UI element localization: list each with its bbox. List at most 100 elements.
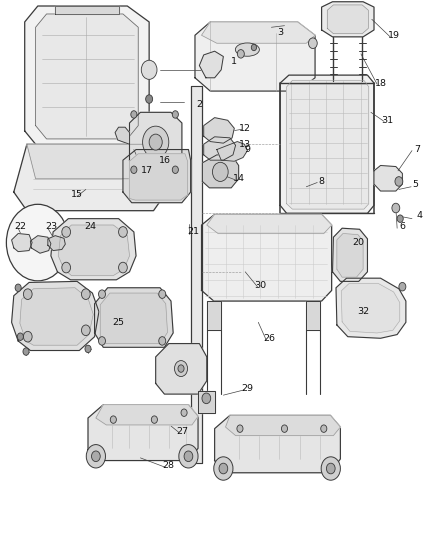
Polygon shape	[130, 154, 187, 200]
Text: 3: 3	[277, 28, 283, 37]
Circle shape	[172, 111, 178, 118]
Text: 9: 9	[244, 145, 251, 154]
Circle shape	[146, 95, 152, 103]
Polygon shape	[341, 284, 400, 333]
Text: 13: 13	[239, 140, 251, 149]
Polygon shape	[155, 344, 207, 394]
Circle shape	[131, 166, 137, 173]
Text: 15: 15	[71, 190, 83, 199]
Polygon shape	[12, 233, 32, 252]
Circle shape	[392, 203, 400, 213]
Text: 8: 8	[318, 177, 325, 186]
Polygon shape	[12, 281, 99, 351]
Text: 12: 12	[239, 124, 251, 133]
Circle shape	[159, 337, 166, 345]
Circle shape	[321, 457, 340, 480]
Text: 19: 19	[388, 31, 399, 40]
Circle shape	[397, 215, 403, 222]
Text: 2: 2	[196, 100, 202, 109]
Text: 30: 30	[254, 280, 267, 289]
Circle shape	[181, 409, 187, 416]
Polygon shape	[51, 219, 136, 280]
Circle shape	[282, 425, 288, 432]
Polygon shape	[336, 278, 406, 338]
Circle shape	[212, 163, 228, 181]
Text: 28: 28	[163, 462, 175, 470]
Polygon shape	[191, 86, 201, 463]
Circle shape	[110, 416, 117, 423]
Text: 7: 7	[415, 145, 420, 154]
Polygon shape	[88, 405, 198, 461]
Circle shape	[184, 451, 193, 462]
Circle shape	[149, 134, 162, 150]
Circle shape	[179, 445, 198, 468]
Polygon shape	[95, 288, 173, 348]
Circle shape	[251, 44, 257, 51]
Text: 32: 32	[357, 307, 369, 316]
Circle shape	[92, 451, 100, 462]
Polygon shape	[115, 127, 130, 144]
Circle shape	[131, 111, 137, 118]
Polygon shape	[100, 293, 167, 344]
Polygon shape	[25, 6, 149, 147]
Polygon shape	[374, 165, 403, 191]
Text: 1: 1	[231, 58, 237, 66]
Text: 14: 14	[233, 174, 245, 183]
Polygon shape	[96, 405, 198, 425]
Text: 16: 16	[159, 156, 170, 165]
Polygon shape	[20, 288, 93, 345]
Polygon shape	[287, 80, 369, 209]
Polygon shape	[306, 301, 320, 330]
Circle shape	[172, 166, 178, 173]
Text: 31: 31	[381, 116, 393, 125]
Circle shape	[143, 126, 169, 158]
Circle shape	[308, 38, 317, 49]
Polygon shape	[226, 415, 340, 435]
Text: 18: 18	[374, 78, 387, 87]
Polygon shape	[327, 5, 368, 34]
Circle shape	[321, 425, 327, 432]
Polygon shape	[321, 2, 374, 37]
Circle shape	[23, 348, 29, 356]
Polygon shape	[58, 225, 130, 276]
Polygon shape	[48, 236, 65, 251]
Polygon shape	[55, 6, 119, 14]
Circle shape	[15, 284, 21, 292]
Circle shape	[86, 445, 106, 468]
Ellipse shape	[235, 43, 259, 56]
Circle shape	[7, 204, 69, 281]
Polygon shape	[201, 214, 332, 301]
Polygon shape	[123, 150, 191, 203]
Polygon shape	[207, 214, 332, 233]
Polygon shape	[199, 51, 223, 78]
Polygon shape	[215, 415, 340, 473]
Circle shape	[81, 289, 90, 300]
Polygon shape	[130, 112, 182, 172]
Circle shape	[214, 457, 233, 480]
Circle shape	[399, 282, 406, 291]
Circle shape	[99, 337, 106, 345]
Text: 25: 25	[113, 318, 124, 327]
Text: 21: 21	[187, 228, 199, 237]
Polygon shape	[337, 233, 363, 277]
Circle shape	[119, 227, 127, 237]
Polygon shape	[204, 137, 236, 160]
Circle shape	[159, 290, 166, 298]
Circle shape	[81, 325, 90, 336]
Circle shape	[23, 289, 32, 300]
Circle shape	[202, 393, 211, 403]
Text: 23: 23	[45, 222, 57, 231]
Circle shape	[99, 290, 106, 298]
Circle shape	[174, 361, 187, 376]
Circle shape	[62, 227, 71, 237]
Polygon shape	[332, 228, 367, 281]
Polygon shape	[195, 22, 315, 91]
Polygon shape	[198, 391, 215, 413]
Polygon shape	[202, 155, 239, 188]
Circle shape	[17, 333, 23, 341]
Circle shape	[151, 416, 157, 423]
Circle shape	[119, 262, 127, 273]
Text: 29: 29	[241, 384, 253, 393]
Circle shape	[326, 463, 335, 474]
Circle shape	[219, 463, 228, 474]
